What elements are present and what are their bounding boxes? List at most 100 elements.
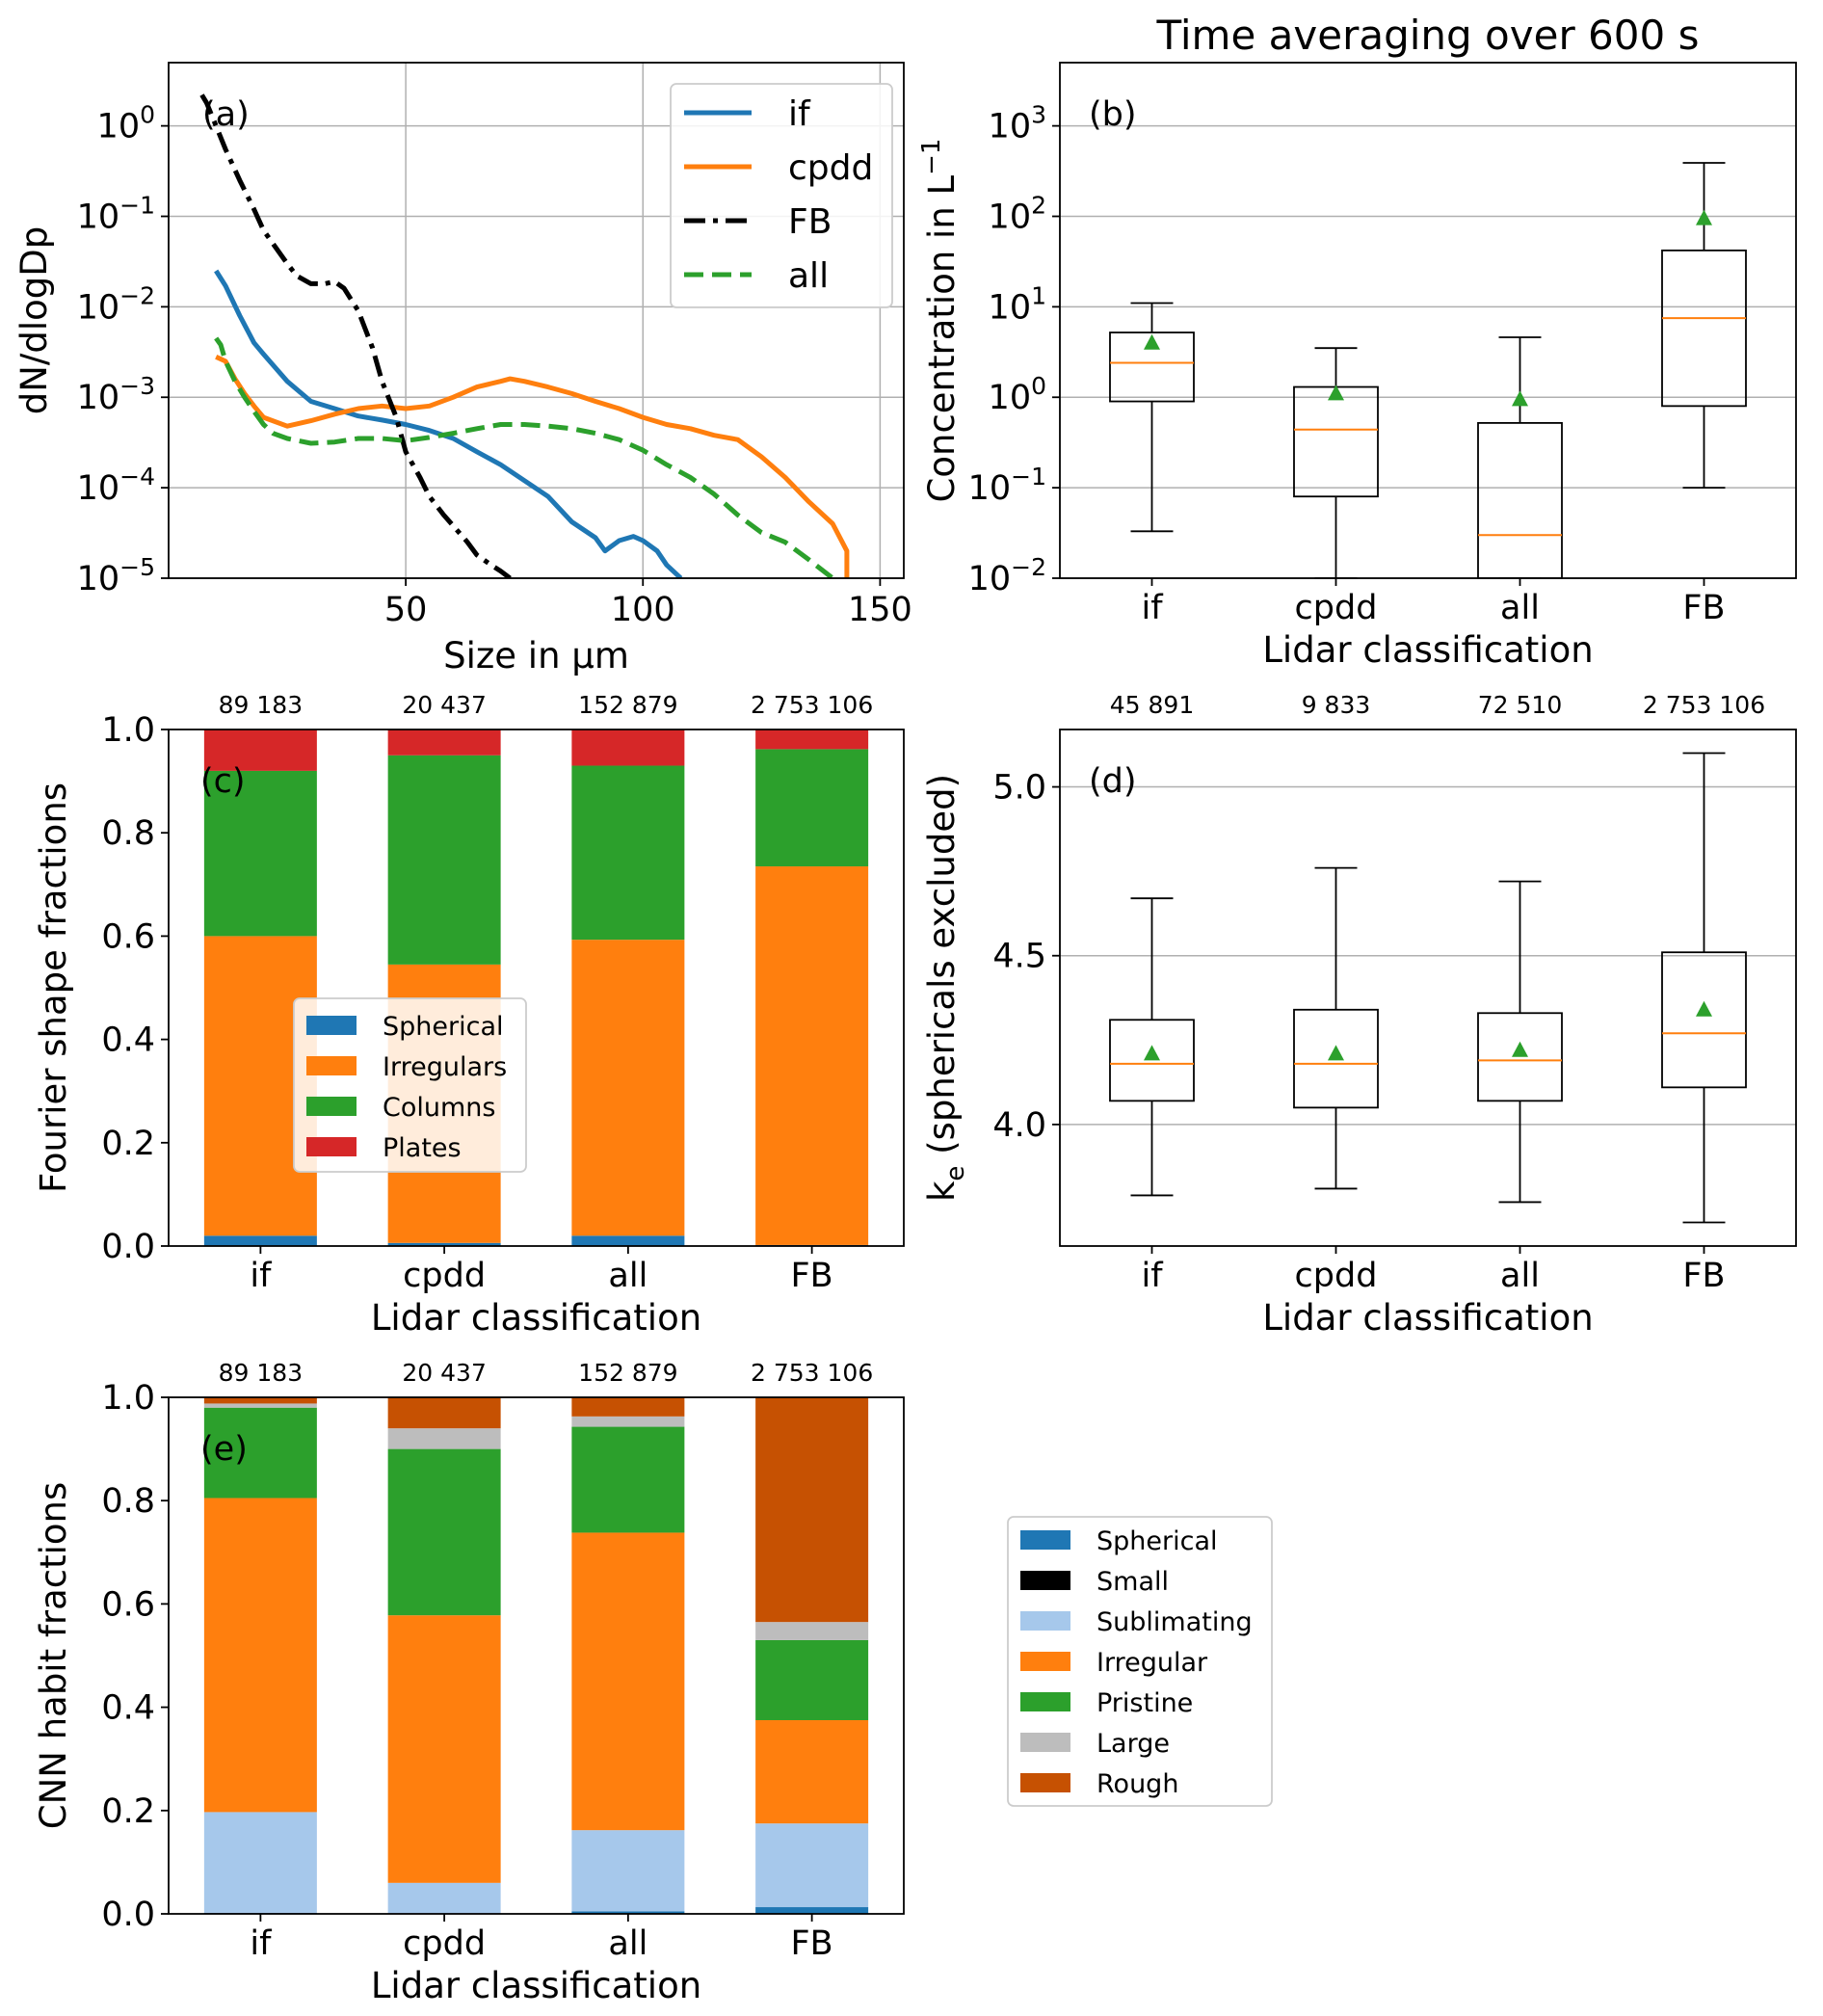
box [1293,385,1379,498]
x-tick-label: all [608,1924,647,1963]
y-tick-label: 0.2 [101,1792,155,1831]
tick-exponent: 2 [1031,191,1046,219]
count-label: 20 437 [402,691,486,719]
tick-base: 10 [989,379,1032,417]
bar-segment-spherical [571,1911,685,1914]
plot-frame [1059,729,1797,1247]
chart-title: Time averaging over 600 s [1156,12,1700,59]
y-tick-label: 100 [989,372,1046,417]
tick-base: 10 [77,379,120,417]
y-tick-label: 103 [989,101,1046,146]
mean-marker [1696,1000,1712,1017]
y-tick-label: 10−1 [77,191,155,236]
bar-segment-pristine [755,1639,869,1720]
mean-marker [1144,333,1160,350]
bar-segment-columns [571,765,685,941]
legend-label: Irregular [1096,1648,1208,1678]
tick-base: 10 [989,108,1032,146]
legend-label: Columns [383,1093,495,1123]
x-tick-label: if [1141,589,1163,627]
legend-swatch-plates [306,1137,357,1156]
x-tick-label: cpdd [1295,589,1378,627]
count-label: 9 833 [1302,691,1371,719]
legend-label: Irregulars [383,1052,507,1082]
bar-segment-sublimating [387,1882,501,1914]
count-label: 89 183 [219,691,303,719]
bar-segment-irregular [571,1532,685,1831]
x-tick-label: FB [1682,589,1725,627]
tick-exponent: −2 [1011,553,1046,581]
bar-segment-columns [203,770,317,937]
y-tick-label: 0.6 [101,1585,155,1624]
box [1477,422,1563,579]
axis-label-part: Fourier shape fractions [33,783,74,1193]
box [1477,1012,1563,1102]
count-label: 2 753 106 [751,691,873,719]
y-tick-label: 1.0 [101,1379,155,1418]
legend-swatch-sublimating [1020,1611,1070,1631]
bar-segment-rough [203,1397,317,1404]
bar-segment-pristine [387,1448,501,1616]
legend-label: Plates [383,1133,462,1163]
count-label: 2 753 106 [1643,691,1765,719]
box [1293,1008,1379,1109]
mean-marker [1328,1045,1344,1061]
bar-segment-columns [755,749,869,867]
panel-c: if 89 183 cpdd 20 437 all 152 879 FB 2 753 106 0… [33,691,905,1339]
x-tick-label: all [1500,1257,1540,1295]
bar-segment-irregulars [755,866,869,1245]
bar-segment-large [571,1416,685,1427]
panel-label: (a) [202,95,250,134]
legend-swatch-small [1020,1571,1070,1590]
bar-segment-pristine [571,1426,685,1533]
panel-d: if 45 891 cpdd 9 833 all 72 510 FB 2 753 106 4.0… [921,691,1797,1339]
bar-segment-pristine [203,1407,317,1499]
legend-label: Spherical [383,1012,504,1042]
count-label: 2 753 106 [751,1359,873,1387]
box [1661,249,1747,408]
legend-box [670,83,893,308]
y-tick-label: 1.0 [101,711,155,750]
y-axis-label: Concentration in L−1 [917,139,963,503]
x-axis-label: Size in μm [443,635,629,676]
count-label: 72 510 [1478,691,1562,719]
legend-label: FB [788,202,832,242]
mean-marker [1328,385,1344,401]
bar-segment-large [387,1428,501,1449]
legend-label: all [788,256,829,296]
bar-segment-rough [387,1397,501,1429]
x-tick-label: all [1500,589,1540,627]
panel-label: (c) [200,762,246,801]
tick-base: 10 [968,560,1012,598]
x-tick-label: cpdd [1295,1257,1378,1295]
y-tick-label: 10−2 [968,553,1046,598]
bar-segment-large [203,1403,317,1408]
bar-segment-rough [755,1397,869,1623]
box [1109,332,1195,403]
x-axis-label: Lidar classification [371,1965,701,2006]
legend-label: Rough [1096,1769,1178,1799]
y-tick-label: 101 [989,281,1046,327]
bar-segment-columns [387,755,501,965]
count-label: 20 437 [402,1359,486,1387]
tick-base: 10 [989,288,1032,327]
axis-label-part: Concentration in L [921,174,963,502]
y-tick-label: 10−3 [77,372,155,417]
tick-exponent: −2 [119,281,155,309]
panel-label: (d) [1089,762,1137,801]
legend-label: cpdd [788,148,873,188]
series-line-all [214,336,834,578]
plot-frame [168,62,905,579]
bar-segment-large [755,1622,869,1640]
plot-frame [168,729,905,1247]
tick-exponent: −3 [119,372,155,400]
y-tick-label: 4.5 [992,938,1046,976]
legend-swatch-large [1020,1733,1070,1752]
mean-marker [1144,1045,1160,1061]
legend-label: Small [1096,1567,1169,1597]
x-axis-label: Lidar classification [371,1297,701,1339]
count-label: 152 879 [578,691,677,719]
x-axis-label: Lidar classification [1262,629,1593,671]
legend-box [293,997,527,1173]
